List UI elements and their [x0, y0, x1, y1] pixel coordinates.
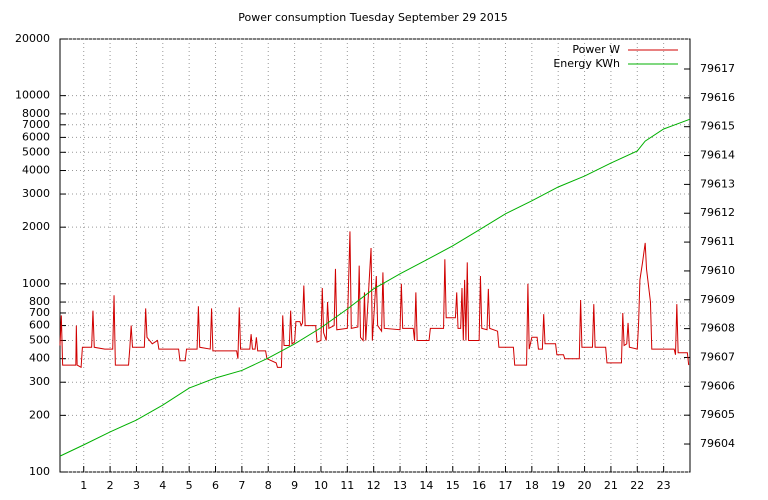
x-tick-label: 9 — [291, 479, 298, 492]
y-tick-label: 7000 — [22, 118, 50, 131]
legend-label: Energy KWh — [553, 57, 620, 70]
y-tick-label: 1000 — [22, 277, 50, 290]
x-tick-label: 13 — [393, 479, 407, 492]
x-tick-label: 10 — [314, 479, 328, 492]
y-tick-label: 4000 — [22, 164, 50, 177]
y2-tick-label: 79604 — [700, 437, 735, 450]
x-tick-label: 21 — [604, 479, 618, 492]
x-tick-label: 19 — [551, 479, 565, 492]
x-tick-label: 8 — [265, 479, 272, 492]
y2-tick-label: 79611 — [700, 235, 735, 248]
y-tick-label: 500 — [29, 333, 50, 346]
x-tick-label: 6 — [212, 479, 219, 492]
y-tick-label: 20000 — [15, 32, 50, 45]
y-tick-label: 800 — [29, 295, 50, 308]
y2-tick-label: 79607 — [700, 350, 735, 363]
y-tick-label: 3000 — [22, 187, 50, 200]
y-tick-label: 10000 — [15, 89, 50, 102]
y2-tick-label: 79608 — [700, 322, 735, 335]
x-tick-label: 2 — [107, 479, 114, 492]
x-tick-label: 3 — [133, 479, 140, 492]
x-tick-label: 4 — [159, 479, 166, 492]
x-tick-label: 23 — [657, 479, 671, 492]
x-tick-label: 5 — [186, 479, 193, 492]
x-tick-label: 15 — [446, 479, 460, 492]
y-tick-label: 6000 — [22, 130, 50, 143]
x-tick-label: 1 — [80, 479, 87, 492]
x-tick-label: 16 — [472, 479, 486, 492]
x-tick-label: 11 — [340, 479, 354, 492]
chart-title: Power consumption Tuesday September 29 2… — [238, 11, 508, 24]
y2-tick-label: 79615 — [700, 120, 735, 133]
x-tick-label: 7 — [238, 479, 245, 492]
y-tick-label: 5000 — [22, 145, 50, 158]
y2-tick-label: 79606 — [700, 379, 735, 392]
x-tick-label: 14 — [419, 479, 433, 492]
x-tick-label: 20 — [578, 479, 592, 492]
y-tick-label: 400 — [29, 352, 50, 365]
y-tick-label: 200 — [29, 408, 50, 421]
x-tick-label: 18 — [525, 479, 539, 492]
y-tick-label: 100 — [29, 465, 50, 478]
y2-tick-label: 79612 — [700, 206, 735, 219]
plot-border — [59, 38, 691, 473]
data-line — [59, 231, 690, 369]
y2-tick-label: 79616 — [700, 91, 735, 104]
y2-tick-label: 79605 — [700, 408, 735, 421]
y2-tick-label: 79614 — [700, 149, 735, 162]
y-tick-label: 2000 — [22, 220, 50, 233]
x-tick-label: 17 — [498, 479, 512, 492]
legend-label: Power W — [572, 43, 620, 56]
y-tick-label: 700 — [29, 306, 50, 319]
y2-tick-label: 79609 — [700, 293, 735, 306]
x-tick-label: 22 — [630, 479, 644, 492]
y2-tick-label: 79610 — [700, 264, 735, 277]
y-tick-label: 300 — [29, 375, 50, 388]
y-tick-label: 600 — [29, 319, 50, 332]
y2-tick-label: 79617 — [700, 62, 735, 75]
y-tick-label: 8000 — [22, 107, 50, 120]
data-line — [59, 118, 691, 457]
x-tick-label: 12 — [367, 479, 381, 492]
y2-tick-label: 79613 — [700, 177, 735, 190]
